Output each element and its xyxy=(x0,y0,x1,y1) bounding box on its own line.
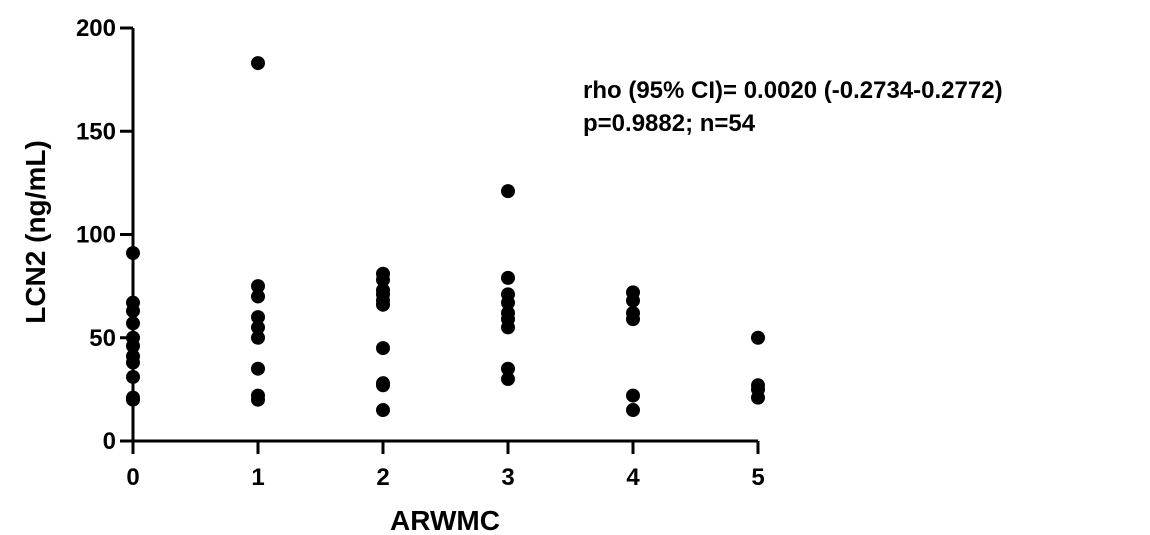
y-tick-label: 50 xyxy=(89,325,116,352)
data-point xyxy=(751,330,765,345)
data-point xyxy=(126,316,140,331)
data-point xyxy=(751,390,765,405)
y-axis: 0 50 100 150 200 xyxy=(76,15,135,455)
data-point xyxy=(126,246,140,261)
data-point xyxy=(501,320,515,335)
data-point xyxy=(251,279,265,294)
data-point xyxy=(626,312,640,327)
data-point xyxy=(376,403,390,418)
data-point xyxy=(126,303,140,318)
data-point xyxy=(126,355,140,370)
y-tick-label: 200 xyxy=(76,15,116,42)
data-points xyxy=(126,56,765,418)
y-axis-title: LCN2 (ng/mL) xyxy=(20,140,51,324)
data-point xyxy=(626,388,640,403)
data-point xyxy=(251,320,265,335)
data-point xyxy=(251,361,265,376)
x-axis-title: ARWMC xyxy=(390,505,500,535)
x-axis: 0 1 2 3 4 5 xyxy=(126,439,765,491)
data-point xyxy=(251,310,265,325)
x-tick-label: 4 xyxy=(626,464,640,491)
data-point xyxy=(376,378,390,393)
x-tick-label: 1 xyxy=(251,464,264,491)
x-tick-label: 0 xyxy=(126,464,139,491)
data-point xyxy=(126,369,140,384)
y-tick-label: 150 xyxy=(76,118,116,145)
data-point xyxy=(251,56,265,71)
data-point xyxy=(376,272,390,287)
data-point xyxy=(626,403,640,418)
x-tick-label: 5 xyxy=(751,464,764,491)
data-point xyxy=(126,392,140,407)
data-point xyxy=(251,330,265,345)
data-point xyxy=(501,372,515,387)
x-tick-label: 3 xyxy=(501,464,514,491)
data-point xyxy=(501,361,515,376)
data-point xyxy=(376,297,390,312)
data-point xyxy=(251,289,265,304)
data-point xyxy=(501,295,515,310)
data-point xyxy=(251,392,265,407)
data-point xyxy=(376,341,390,356)
data-point xyxy=(501,184,515,199)
x-tick-label: 2 xyxy=(376,464,389,491)
data-point xyxy=(501,270,515,285)
data-point xyxy=(626,293,640,308)
annotation-p-n: p=0.9882; n=54 xyxy=(583,110,756,137)
data-point xyxy=(126,339,140,354)
annotation-rho: rho (95% CI)= 0.0020 (-0.2734-0.2772) xyxy=(583,77,1003,104)
y-tick-label: 100 xyxy=(76,222,116,249)
y-tick-label: 0 xyxy=(103,428,116,455)
